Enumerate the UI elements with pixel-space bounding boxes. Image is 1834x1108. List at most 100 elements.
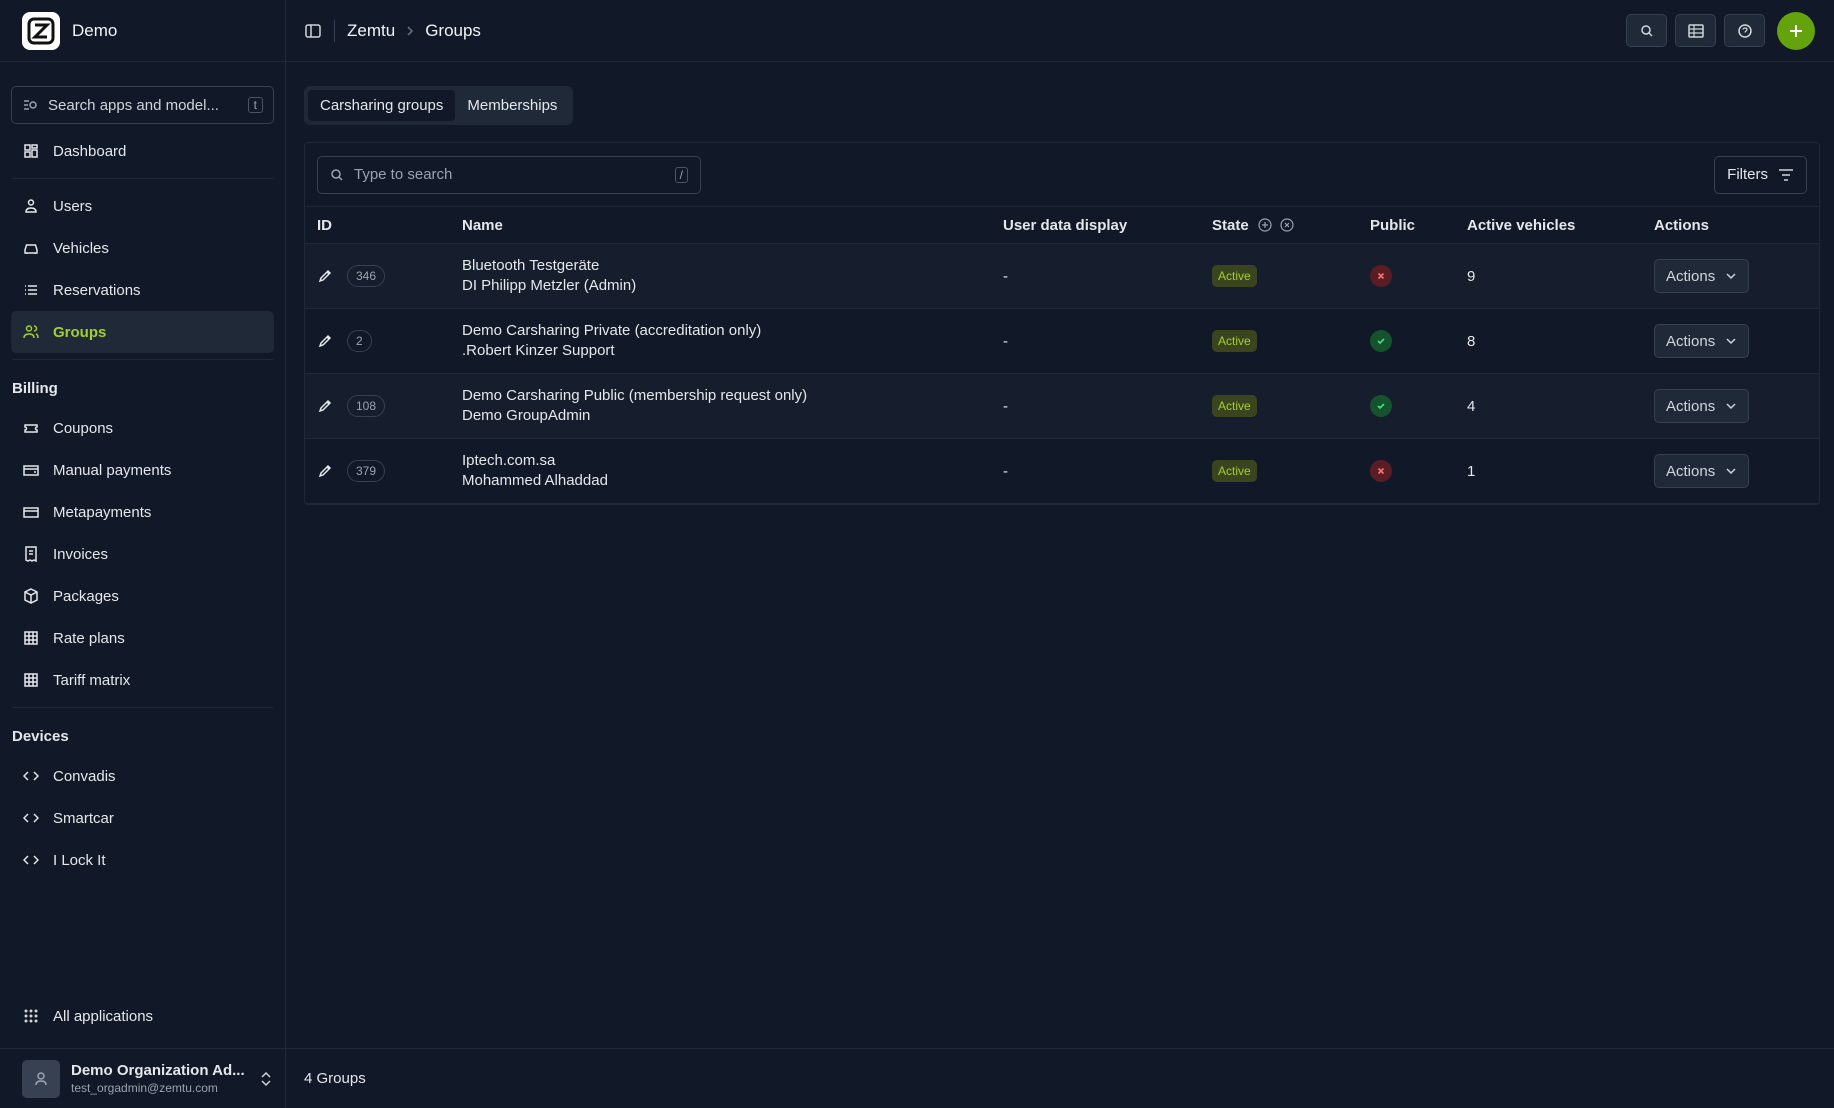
icon [25,199,37,213]
add-button[interactable] [1777,11,1815,50]
nav-item[interactable]: Invoices [11,533,274,575]
actions-cell: Actions [1654,324,1819,358]
active-vehicles: 1 [1467,462,1476,480]
help-button[interactable] [1724,14,1765,47]
column-header: Name [462,217,1003,234]
nav-label: Groups [53,323,107,341]
group-owner: DI Philipp Metzler (Admin) [462,277,637,294]
nav-item[interactable]: Coupons [11,407,274,449]
label: Actions [1666,332,1716,350]
table-body: 346 Bluetooth Testgeräte DI Philipp Metzle… [305,244,1819,504]
id-badge: 2 [347,330,372,352]
nav-item[interactable]: Smartcar [11,797,274,839]
app-search[interactable]: Search apps and model... t [11,86,274,124]
all-applications[interactable]: All applications [11,995,274,1037]
table-row: 346 Bluetooth Testgeräte DI Philipp Metzle… [305,244,1819,309]
nav-item[interactable]: Groups [11,311,274,353]
actions-button[interactable]: Actions [1654,389,1750,423]
user-data: - [1003,397,1008,415]
group-name[interactable]: Bluetooth Testgeräte [462,257,600,274]
group-name[interactable]: Iptech.com.sa [462,452,556,469]
nav-item[interactable]: Users [11,185,274,227]
group-owner: .Robert Kinzer Support [462,342,615,359]
actions-cell: Actions [1654,454,1819,488]
breadcrumb: Groups [425,20,481,40]
tab[interactable]: Memberships [467,97,558,114]
state-badge: Active [1212,330,1257,352]
column-header: State [1212,217,1370,234]
nav-label: Users [53,197,93,215]
icon [24,244,38,254]
public-no [1370,265,1392,287]
grid-button[interactable] [1675,14,1716,47]
column-title: User data display [1003,216,1128,234]
state-cell: Active [1212,460,1370,482]
nav-section: Convadis Smartcar I Lock It [0,755,285,881]
state-filter-icons[interactable] [1257,217,1297,233]
state-badge: Active [1212,265,1257,287]
table-card: Type to search / Filters ID Name User data… [304,142,1820,505]
icon [24,424,38,433]
edit-icon[interactable] [317,463,333,479]
toggle-sidebar[interactable] [304,22,322,40]
nav-item[interactable]: Packages [11,575,274,617]
top-actions [1618,11,1834,50]
name-cell: Demo Carsharing Public (membership reque… [462,386,1003,426]
nav-item[interactable]: Rate plans [11,617,274,659]
tab[interactable]: Carsharing groups [308,90,456,121]
nav-label: Manual payments [53,461,172,479]
label: Filters [1727,166,1768,183]
separator [12,178,273,179]
icon [23,507,39,518]
nav-item[interactable]: Reservations [11,269,274,311]
nav-label: Dashboard [53,142,127,160]
breadcrumb[interactable]: Zemtu [347,20,396,40]
nav-item[interactable]: Metapayments [11,491,274,533]
actions-button[interactable]: Actions [1654,454,1750,488]
state-cell: Active [1212,330,1370,352]
state-cell: Active [1212,395,1370,417]
user-menu[interactable]: Demo Organization Ad... test_orgadmin@zem… [0,1048,286,1108]
column-header: User data display [1003,217,1212,234]
nav-item[interactable]: I Lock It [11,839,274,881]
name-cell: Bluetooth Testgeräte DI Philipp Metzler (… [462,256,1003,296]
nav-item[interactable]: Dashboard [11,130,274,172]
icon [23,325,39,339]
search-button[interactable] [1626,14,1667,47]
edit-icon[interactable] [317,398,333,414]
group-name[interactable]: Demo Carsharing Public (membership reque… [462,387,808,404]
nav-label: Smartcar [53,809,114,827]
nav-item[interactable]: Manual payments [11,449,274,491]
id-cell: 2 [317,330,462,352]
column-header: Public [1370,217,1467,234]
brand[interactable]: Demo [0,0,285,62]
search-placeholder: Search apps and model... [48,96,219,114]
sidebar: Demo Search apps and model... t Dashboar… [0,0,286,1108]
nav-item[interactable]: Convadis [11,755,274,797]
nav-item[interactable]: Tariff matrix [11,659,274,701]
user-info: Demo Organization Ad... test_orgadmin@zem… [71,1062,245,1095]
table-header: ID Name User data display State Public Active… [305,207,1819,244]
column-title: Public [1370,216,1416,234]
group-owner: Demo GroupAdmin [462,407,591,424]
actions-button[interactable]: Actions [1654,324,1750,358]
footer: 4 Groups [286,1048,1834,1108]
tabs: Carsharing groups Memberships [304,86,574,125]
actions-button[interactable]: Actions [1654,259,1750,293]
table-row: 2 Demo Carsharing Private (accreditation … [305,309,1819,374]
section-title: Billing [12,380,58,397]
edit-icon[interactable] [317,333,333,349]
nav-item[interactable]: Vehicles [11,227,274,269]
edit-icon[interactable] [317,268,333,284]
filters-button[interactable]: Filters [1714,155,1807,194]
table-search[interactable]: Type to search / [317,155,701,194]
avatar [22,1059,60,1098]
group-name[interactable]: Demo Carsharing Private (accreditation o… [462,322,762,339]
active-vehicles: 8 [1467,332,1476,350]
nav-label: Reservations [53,281,141,299]
icon [25,546,37,562]
label: All applications [53,1007,154,1025]
public-cell [1370,460,1467,482]
name-cell: Iptech.com.sa Mohammed Alhaddad [462,451,1003,491]
